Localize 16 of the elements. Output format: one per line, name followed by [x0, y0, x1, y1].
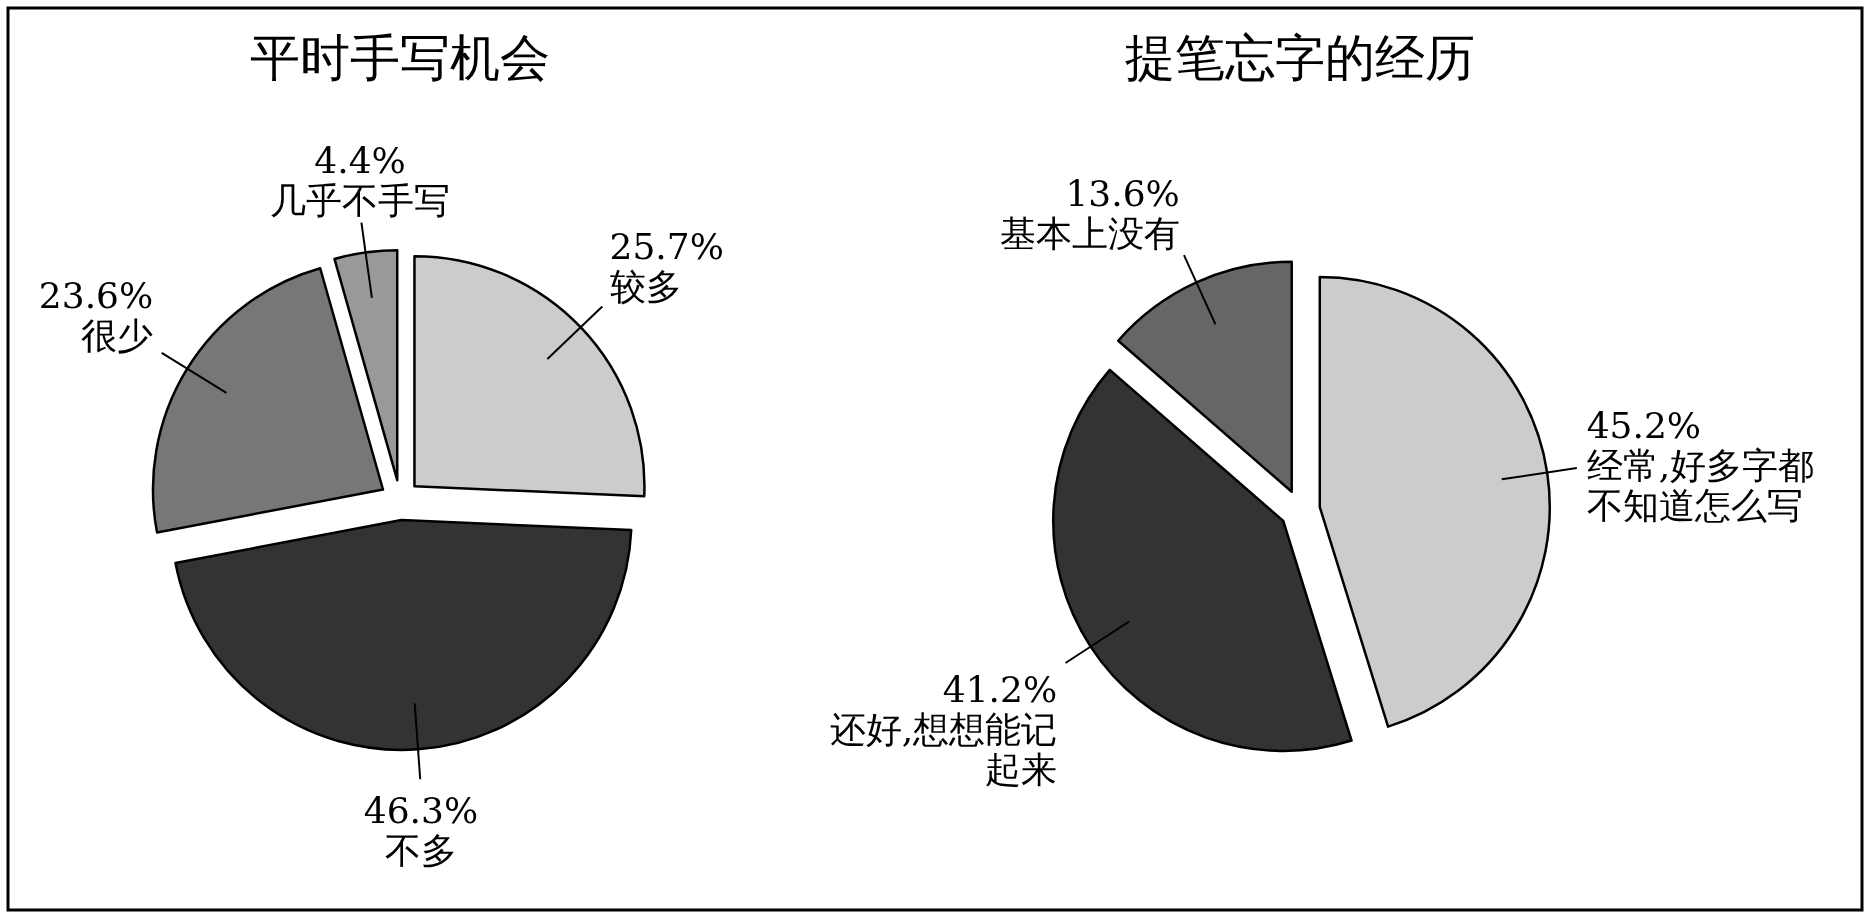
data-label: 25.7%: [609, 226, 724, 268]
slice-label: 较多: [609, 266, 682, 308]
slice-label: 经常,好多字都不知道怎么写: [1586, 445, 1815, 527]
chart-title: 提笔忘字的经历: [1125, 29, 1475, 87]
data-label: 45.2%: [1586, 405, 1702, 447]
chart-title: 平时手写机会: [250, 29, 550, 87]
slice-label: 不多: [384, 830, 457, 872]
slice-label: 基本上没有: [999, 213, 1180, 255]
data-label: 23.6%: [38, 274, 154, 316]
data-label: 46.3%: [363, 790, 479, 832]
slice-label: 还好,想想能记起来: [829, 709, 1058, 791]
data-label: 41.2%: [942, 669, 1058, 711]
slice-label: 几乎不手写: [270, 179, 451, 221]
data-label: 13.6%: [1065, 173, 1180, 215]
slice-label: 很少: [81, 314, 154, 356]
data-label: 4.4%: [314, 139, 406, 181]
